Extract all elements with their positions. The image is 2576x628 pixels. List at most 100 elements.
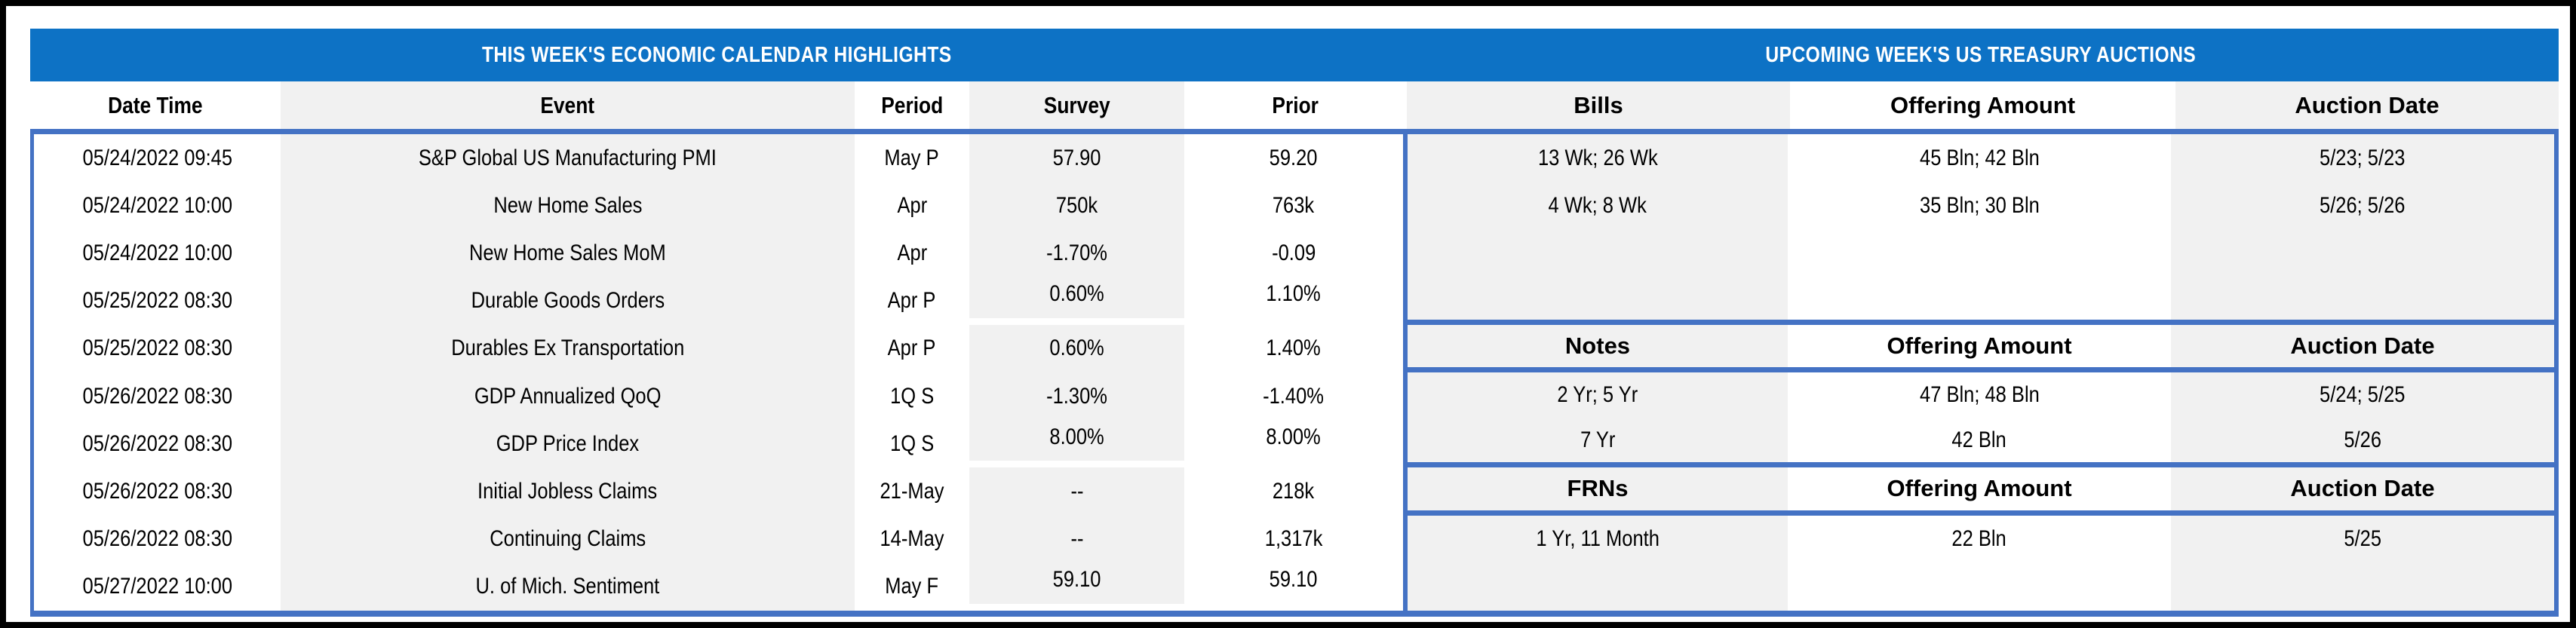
auction-cell: 5/26; 5/26: [2171, 182, 2554, 230]
calendar-cell: 1.40%: [1184, 324, 1403, 372]
empty-cell: [1408, 229, 1788, 320]
calendar-cell: 1,317k: [1184, 515, 1403, 563]
empty-cell: [1408, 562, 1788, 611]
calendar-cell: New Home Sales: [281, 182, 855, 230]
calendar-cell: 05/24/2022 10:00: [34, 229, 281, 277]
treasury-auctions-panel: 13 Wk; 26 Wk 45 Bln; 42 Bln 5/23; 5/23 4…: [1403, 134, 2554, 611]
calendar-cell: 59.10: [1184, 556, 1403, 604]
auction-cell: 5/26: [2171, 417, 2554, 463]
calendar-cell: 14-May: [855, 515, 969, 563]
auction-cell: 5/24; 5/25: [2171, 372, 2554, 418]
empty-cell: [2171, 562, 2554, 611]
economic-calendar-grid: 05/24/2022 09:45 S&P Global US Manufactu…: [34, 134, 1403, 611]
header-row: Date Time Event Period Survey Prior Bill…: [30, 81, 2559, 129]
col-header-prior: Prior: [1184, 81, 1407, 129]
notes-section: 2 Yr; 5 Yr 47 Bln; 48 Bln 5/24; 5/25 7 Y…: [1408, 372, 2554, 468]
empty-cell: [1788, 229, 2171, 320]
calendar-cell: --: [969, 467, 1184, 516]
calendar-cell: Durable Goods Orders: [281, 277, 855, 325]
header-divider: [30, 129, 2559, 134]
calendar-cell: GDP Annualized QoQ: [281, 372, 855, 421]
auction-cell: 35 Bln; 30 Bln: [1788, 182, 2171, 230]
calendar-cell: 763k: [1184, 182, 1403, 230]
auction-cell: 22 Bln: [1788, 515, 2171, 563]
calendar-cell: 05/26/2022 08:30: [34, 372, 281, 421]
calendar-cell: 1Q S: [855, 372, 969, 421]
calendar-cell: Apr P: [855, 277, 969, 325]
auction-cell: 7 Yr: [1408, 417, 1788, 463]
calendar-cell: -1.40%: [1184, 372, 1403, 421]
auction-cell: 2 Yr; 5 Yr: [1408, 372, 1788, 418]
col-header-date-time: Date Time: [30, 81, 281, 129]
calendar-cell: 05/27/2022 10:00: [34, 562, 281, 611]
col-header-auction-date: Auction Date: [2171, 324, 2554, 367]
calendar-cell: 8.00%: [1184, 413, 1403, 461]
auction-cell: 4 Wk; 8 Wk: [1408, 182, 1788, 230]
auction-cell: 42 Bln: [1788, 417, 2171, 463]
col-header-survey: Survey: [969, 81, 1184, 129]
calendar-cell: 8.00%: [969, 413, 1184, 461]
col-header-offering-amount: Offering Amount: [1790, 81, 2175, 129]
calendar-cell: Apr: [855, 182, 969, 230]
col-header-offering-amount: Offering Amount: [1788, 324, 2171, 367]
calendar-cell: 59.10: [969, 556, 1184, 604]
calendar-cell: -1.70%: [969, 229, 1184, 277]
calendar-cell: 05/26/2022 08:30: [34, 420, 281, 468]
col-header-frns: FRNs: [1408, 467, 1788, 510]
auction-cell: 1 Yr, 11 Month: [1408, 515, 1788, 563]
col-header-event: Event: [281, 81, 855, 129]
calendar-cell: 05/26/2022 08:30: [34, 467, 281, 516]
calendar-cell: May P: [855, 134, 969, 182]
col-header-notes: Notes: [1408, 324, 1788, 367]
calendar-cell: 1.10%: [1184, 270, 1403, 318]
calendar-cell: Apr P: [855, 324, 969, 372]
calendar-cell: Initial Jobless Claims: [281, 467, 855, 516]
calendar-cell: Apr: [855, 229, 969, 277]
auction-cell: 13 Wk; 26 Wk: [1408, 134, 1788, 182]
auction-cell: 45 Bln; 42 Bln: [1788, 134, 2171, 182]
banner-bar: THIS WEEK'S ECONOMIC CALENDAR HIGHLIGHTS…: [30, 29, 2559, 81]
calendar-banner-title: THIS WEEK'S ECONOMIC CALENDAR HIGHLIGHTS: [30, 29, 1403, 81]
data-area: 05/24/2022 09:45 S&P Global US Manufactu…: [30, 134, 2559, 611]
empty-cell: [1788, 562, 2171, 611]
calendar-cell: 59.20: [1184, 134, 1403, 182]
calendar-cell: 57.90: [969, 134, 1184, 182]
auction-cell: 5/23; 5/23: [2171, 134, 2554, 182]
auction-cell: 5/25: [2171, 515, 2554, 563]
calendar-cell: S&P Global US Manufacturing PMI: [281, 134, 855, 182]
calendar-cell: 05/25/2022 08:30: [34, 324, 281, 372]
auctions-banner-text: UPCOMING WEEK'S US TREASURY AUCTIONS: [1765, 42, 2197, 67]
frns-header-row: FRNs Offering Amount Auction Date: [1408, 467, 2554, 516]
calendar-cell: 05/26/2022 08:30: [34, 515, 281, 563]
report-table: THIS WEEK'S ECONOMIC CALENDAR HIGHLIGHTS…: [30, 29, 2559, 617]
col-header-period: Period: [855, 81, 969, 129]
auction-cell: 47 Bln; 48 Bln: [1788, 372, 2171, 418]
calendar-cell: May F: [855, 562, 969, 611]
calendar-cell: GDP Price Index: [281, 420, 855, 468]
calendar-cell: 05/25/2022 08:30: [34, 277, 281, 325]
bills-section: 13 Wk; 26 Wk 45 Bln; 42 Bln 5/23; 5/23 4…: [1408, 134, 2554, 325]
calendar-cell: New Home Sales MoM: [281, 229, 855, 277]
calendar-cell: 05/24/2022 10:00: [34, 182, 281, 230]
calendar-cell: 1Q S: [855, 420, 969, 468]
col-header-auction-date: Auction Date: [2175, 81, 2559, 129]
notes-header-row: Notes Offering Amount Auction Date: [1408, 324, 2554, 372]
col-header-auction-date: Auction Date: [2171, 467, 2554, 510]
calendar-banner-text: THIS WEEK'S ECONOMIC CALENDAR HIGHLIGHTS: [481, 42, 952, 67]
calendar-cell: -0.09: [1184, 229, 1403, 277]
calendar-cell: U. of Mich. Sentiment: [281, 562, 855, 611]
empty-cell: [2171, 229, 2554, 320]
calendar-cell: --: [969, 515, 1184, 563]
calendar-cell: Durables Ex Transportation: [281, 324, 855, 372]
calendar-cell: 21-May: [855, 467, 969, 516]
calendar-cell: -1.30%: [969, 372, 1184, 421]
col-header-offering-amount: Offering Amount: [1788, 467, 2171, 510]
auctions-banner-title: UPCOMING WEEK'S US TREASURY AUCTIONS: [1403, 29, 2559, 81]
calendar-cell: 0.60%: [969, 324, 1184, 372]
calendar-cell: 750k: [969, 182, 1184, 230]
calendar-cell: 218k: [1184, 467, 1403, 516]
calendar-cell: 0.60%: [969, 270, 1184, 318]
frns-section: 1 Yr, 11 Month 22 Bln 5/25: [1408, 515, 2554, 611]
calendar-cell: 05/24/2022 09:45: [34, 134, 281, 182]
